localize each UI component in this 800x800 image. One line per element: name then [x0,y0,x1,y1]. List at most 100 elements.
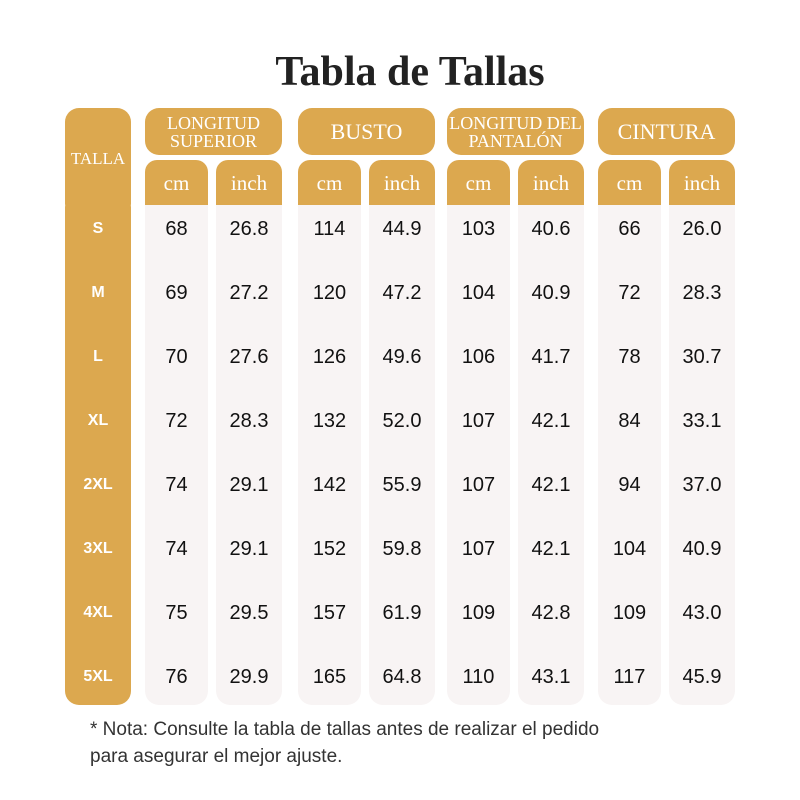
size-label: L [93,348,103,365]
table-cell: 165 [312,665,347,688]
table-cell: 29.5 [229,601,269,624]
table-cell: 42.1 [531,409,571,432]
table-cell: 40.6 [531,217,571,240]
table-cell: 40.9 [531,281,571,304]
group-header-line: BUSTO [330,118,403,144]
data-column [145,205,208,705]
data-column [216,205,282,705]
size-label: XL [87,412,109,429]
table-cell: 120 [312,281,347,304]
size-label: 3XL [83,540,113,557]
group-header: LONGITUD DEL PANTALÓN [447,108,584,155]
table-cell: 117 [613,665,646,688]
table-cell: 76 [165,665,188,688]
table-cell: 126 [312,345,347,368]
table-cell: 55.9 [382,473,422,496]
table-cell: 26.0 [682,217,722,240]
table-cell: 107 [461,473,496,496]
table-cell: 132 [312,409,347,432]
unit-header: inch [216,160,282,206]
note: * Nota: Consulte la tabla de tallas ante… [90,716,599,770]
table-cell: 59.8 [382,537,422,560]
title: Tabla de Tallas [275,49,545,95]
table-cell: 69 [165,281,188,304]
table-cell: 61.9 [382,601,422,624]
unit-header: inch [669,160,735,206]
size-label: 5XL [83,668,113,685]
table-cell: 27.6 [229,345,269,368]
table-cell: 84 [618,409,641,432]
table-cell: 109 [612,601,647,624]
table-cell: 49.6 [382,345,422,368]
table-cell: 42.8 [531,601,571,624]
group-header-line: LONGITUD [167,112,260,133]
size-label: S [92,220,104,237]
table-cell: 28.3 [229,409,269,432]
data-column [369,205,435,705]
table-cell: 72 [165,409,188,432]
table-cell: 110 [462,665,495,688]
table-cell: 66 [618,217,641,240]
table-cell: 42.1 [531,473,571,496]
group-header: LONGITUD SUPERIOR [145,108,282,155]
table-cell: 103 [461,217,496,240]
unit-header: cm [447,160,510,206]
table-cell: 78 [618,345,641,368]
table-cell: 29.1 [229,537,269,560]
table-cell: 37.0 [682,473,722,496]
table-cell: 28.3 [682,281,722,304]
table-cell: 43.0 [682,601,722,624]
table-cell: 29.9 [229,665,269,688]
table-cell: 68 [165,217,188,240]
table-cell: 74 [165,473,188,496]
table-cell: 47.2 [382,281,422,304]
unit-header: cm [145,160,208,206]
table-cell: 142 [312,473,347,496]
note-line: para asegurar el mejor ajuste. [90,746,343,767]
size-column [65,203,131,705]
data-column [298,205,361,705]
table-cell: 30.7 [682,345,722,368]
table-cell: 27.2 [229,281,269,304]
group-header: BUSTO [298,108,435,155]
data-column [669,205,735,705]
unit-header: inch [518,160,584,206]
table-cell: 75 [165,601,188,624]
table-cell: 42.1 [531,537,571,560]
table-cell: 94 [618,473,641,496]
table-cell: 29.1 [229,473,269,496]
table-cell: 109 [461,601,496,624]
table-cell: 33.1 [682,409,722,432]
size-label: 2XL [83,476,113,493]
group-header-line: PANTALÓN [468,130,563,151]
table-cell: 72 [618,281,641,304]
table-cell: 26.8 [229,217,269,240]
table-cell: 74 [165,537,188,560]
size-header: TALLA [65,108,131,208]
table-cell: 104 [461,281,496,304]
data-column [598,205,661,705]
unit-header: cm [298,160,361,206]
table-cell: 106 [461,345,496,368]
table-cell: 104 [612,537,647,560]
table-cell: 40.9 [682,537,722,560]
table-cell: 114 [313,217,346,240]
data-column [518,205,584,705]
unit-header: inch [369,160,435,206]
table-cell: 41.7 [531,345,571,368]
data-column [447,205,510,705]
table-cell: 52.0 [382,409,422,432]
table-cell: 64.8 [382,665,422,688]
table-cell: 107 [461,409,496,432]
table-cell: 44.9 [382,217,422,240]
group-header-line: CINTURA [617,118,716,144]
group-header-line: LONGITUD DEL [449,112,582,133]
table-cell: 45.9 [682,665,722,688]
size-label: M [91,284,105,301]
group-header: CINTURA [598,108,735,155]
table-cell: 107 [461,537,496,560]
note-line: * Nota: Consulte la tabla de tallas ante… [90,719,600,740]
table-cell: 152 [312,537,347,560]
unit-header: cm [598,160,661,206]
